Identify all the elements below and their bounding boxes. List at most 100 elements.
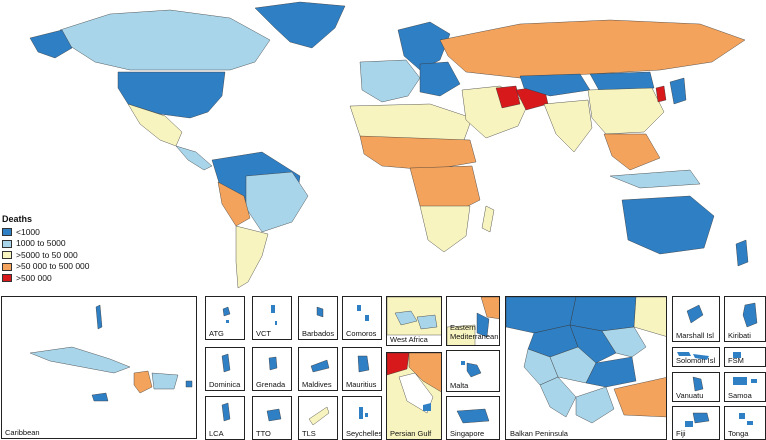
inset-solomon: Solomon Isl [672, 347, 720, 367]
inset-label: FSM [728, 356, 744, 365]
legend-label: >5000 to 50 000 [16, 249, 78, 260]
region-eastern-europe [419, 61, 461, 97]
inset-lca: LCA [205, 396, 245, 440]
region-western-europe [359, 59, 421, 103]
legend-swatch [2, 228, 12, 237]
region-indonesia [609, 169, 701, 189]
inset-label: Singapore [450, 429, 485, 438]
legend-item: <1000 [2, 227, 90, 239]
inset-label: Kiribati [728, 331, 751, 340]
inset-label: Mauritius [346, 380, 377, 389]
inset-label: Solomon Isl [676, 356, 716, 365]
barbados-map [316, 306, 324, 318]
persian-gulf-map [387, 353, 441, 439]
inset-label: Malta [450, 381, 469, 390]
region-japan [669, 77, 687, 105]
inset-atg: ATG [205, 296, 245, 340]
inset-label: Maldives [302, 380, 332, 389]
region-alaska [29, 29, 73, 59]
region-southeast-asia [603, 133, 661, 171]
inset-seychelles: Seychelles [342, 396, 382, 440]
kiribati-map [742, 302, 758, 328]
inset-fsm: FSM [724, 347, 766, 367]
legend-swatch [2, 239, 12, 248]
marshall-map [686, 304, 704, 324]
inset-label: Caribbean [5, 428, 40, 437]
region-china [587, 87, 665, 135]
inset-dominica: Dominica [205, 347, 245, 391]
inset-label: VCT [256, 329, 271, 338]
inset-label: Marshall Isl [676, 331, 714, 340]
balkan-map [506, 297, 666, 439]
seychelles-map [359, 407, 368, 419]
inset-balkan: Balkan Peninsula [505, 296, 667, 440]
inset-vct: VCT [252, 296, 292, 340]
inset-label: TLS [302, 429, 316, 438]
legend-swatch [2, 262, 12, 271]
inset-tls: TLS [298, 396, 338, 440]
legend-title: Deaths [2, 214, 33, 224]
legend-item: >50 000 to 500 000 [2, 261, 90, 273]
vanuatu-map [692, 376, 704, 392]
inset-label: ATG [209, 329, 224, 338]
region-southern-cone [235, 225, 269, 289]
region-korea [655, 85, 667, 103]
tls-map [308, 406, 330, 426]
inset-label: Grenada [256, 380, 286, 389]
inset-label: Persian Gulf [390, 429, 432, 438]
inset-tto: TTO [252, 396, 292, 440]
legend-swatch [2, 251, 12, 260]
inset-samoa: Samoa [724, 372, 766, 402]
inset-grenada: Grenada [252, 347, 292, 391]
malta-map [461, 361, 482, 378]
region-south-asia [543, 99, 593, 153]
grenada-map [268, 356, 278, 371]
tto-map [266, 408, 282, 422]
inset-eastern-med: Eastern Mediterranean [446, 296, 500, 346]
inset-label: Tonga [728, 429, 749, 438]
inset-caribbean: Caribbean [1, 296, 197, 439]
inset-label: Vanuatu [676, 391, 704, 400]
inset-label: West Africa [390, 335, 428, 344]
legend-label: 1000 to 5000 [16, 238, 66, 248]
caribbean-map [29, 304, 193, 402]
solomon-map [677, 352, 709, 360]
legend-label: >50 000 to 500 000 [16, 261, 90, 271]
inset-vanuatu: Vanuatu [672, 372, 720, 402]
tonga-map [739, 413, 753, 425]
region-australia [621, 195, 715, 255]
inset-fiji: Fiji [672, 406, 720, 440]
inset-label: Balkan Peninsula [509, 429, 569, 438]
region-central-asia [519, 73, 591, 97]
inset-kiribati: Kiribati [724, 296, 766, 342]
inset-label: Comoros [346, 329, 377, 338]
region-southern-africa [419, 205, 471, 253]
fiji-map [685, 412, 710, 427]
legend-label: <1000 [16, 226, 40, 237]
singapore-map [456, 408, 490, 424]
region-scandinavia [397, 21, 451, 71]
atg-map [222, 306, 231, 323]
legend-item: >5000 to 50 000 [2, 250, 90, 262]
region-peru-bolivia [217, 181, 251, 227]
eastern-med-map [447, 297, 499, 345]
map-legend: Deaths <1000 1000 to 5000 >5000 to 50 00… [2, 214, 90, 284]
inset-label: Samoa [728, 391, 752, 400]
west-africa-map [387, 297, 441, 336]
vct-map [271, 305, 277, 325]
inset-label: Seychelles [346, 429, 382, 438]
inset-label: Barbados [302, 329, 335, 338]
region-iran [495, 85, 521, 109]
region-madagascar [481, 205, 495, 233]
region-usa [117, 71, 226, 119]
inset-persian-gulf: Persian Gulf [386, 352, 442, 440]
inset-comoros: Comoros [342, 296, 382, 340]
region-mongolia [589, 71, 655, 93]
region-canada [59, 9, 271, 71]
inset-singapore: Singapore [446, 396, 500, 440]
inset-marshall: Marshall Isl [672, 296, 720, 342]
inset-label: Dominica [209, 380, 241, 389]
inset-barbados: Barbados [298, 296, 338, 340]
world-map [29, 1, 749, 289]
lca-map [221, 402, 231, 422]
